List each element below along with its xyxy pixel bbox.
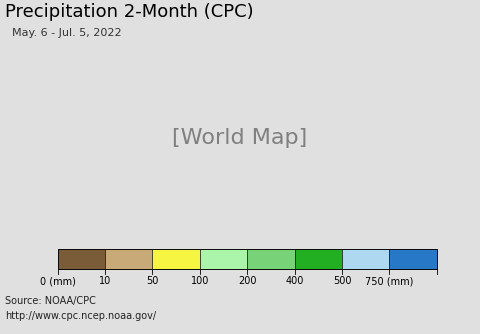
- Text: 0 (mm): 0 (mm): [40, 276, 75, 286]
- Text: 10: 10: [99, 276, 111, 286]
- Text: 50: 50: [146, 276, 158, 286]
- Text: http://www.cpc.ncep.noaa.gov/: http://www.cpc.ncep.noaa.gov/: [5, 311, 156, 321]
- Text: Precipitation 2-Month (CPC): Precipitation 2-Month (CPC): [5, 3, 253, 21]
- Text: May. 6 - Jul. 5, 2022: May. 6 - Jul. 5, 2022: [12, 28, 121, 38]
- Text: [World Map]: [World Map]: [172, 129, 308, 148]
- Text: 100: 100: [191, 276, 209, 286]
- Text: 750 (mm): 750 (mm): [365, 276, 414, 286]
- Text: Source: NOAA/CPC: Source: NOAA/CPC: [5, 296, 96, 306]
- Text: 400: 400: [286, 276, 304, 286]
- Text: 500: 500: [333, 276, 351, 286]
- Text: 200: 200: [238, 276, 256, 286]
